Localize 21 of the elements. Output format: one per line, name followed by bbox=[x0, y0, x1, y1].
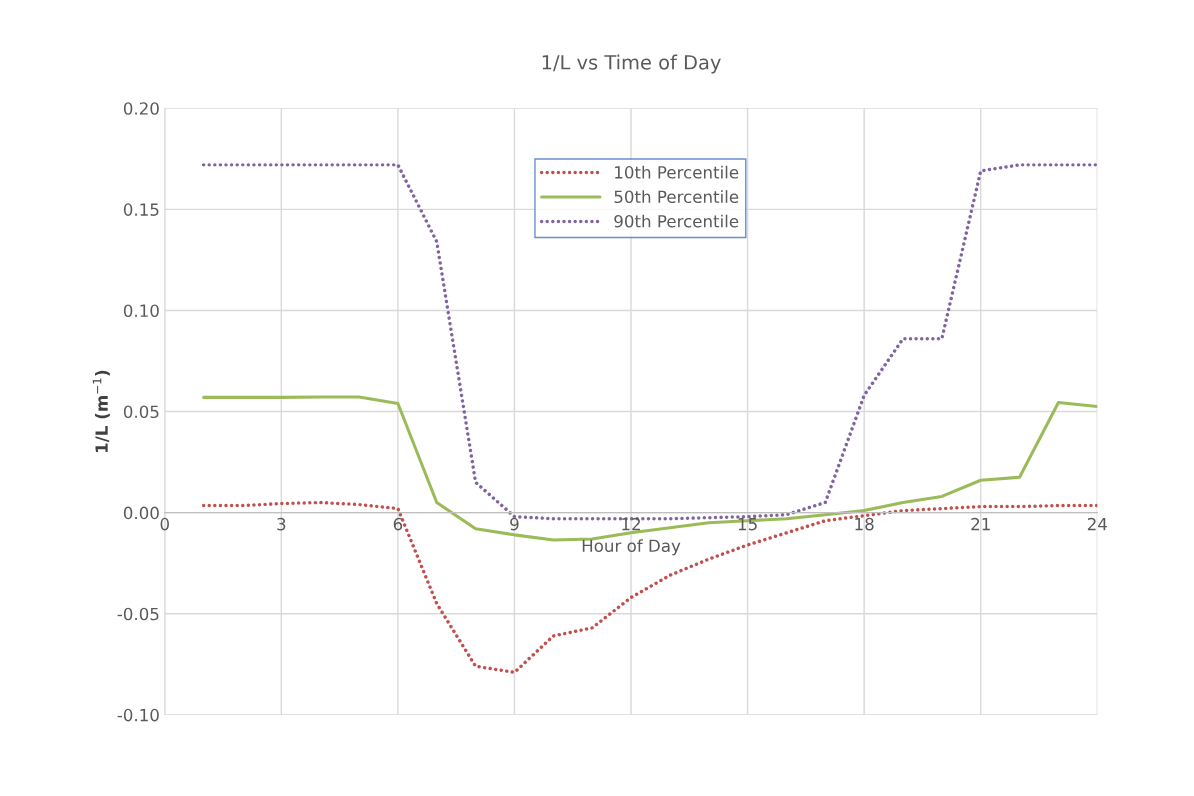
y-tick-label: 0.15 bbox=[123, 203, 159, 216]
y-tick-label: 0.20 bbox=[123, 102, 159, 115]
y-axis-title: 1/L (m$^{−1}$) bbox=[92, 370, 110, 452]
x-tick-label: 0 bbox=[160, 517, 169, 531]
y-tick-label: 0.00 bbox=[123, 506, 159, 520]
x-tick-label: 24 bbox=[1087, 517, 1107, 531]
y-tick-label: -0.10 bbox=[117, 708, 159, 722]
legend-label: 90th Percentile bbox=[614, 214, 739, 228]
y-tick-label: -0.05 bbox=[117, 607, 159, 621]
y-tick-label: 0.05 bbox=[123, 405, 159, 419]
x-tick-label: 12 bbox=[622, 517, 640, 531]
y-tick-label: 0.10 bbox=[123, 304, 159, 318]
x-tick-label: 21 bbox=[971, 517, 990, 531]
x-tick-label: 3 bbox=[277, 517, 286, 531]
legend-label: 10th Percentile bbox=[615, 165, 739, 179]
chart-title: 1/L vs Time of Day bbox=[542, 54, 721, 74]
x-tick-label: 6 bbox=[393, 517, 403, 531]
x-tick-label: 18 bbox=[855, 517, 874, 531]
x-tick-label: 9 bbox=[510, 517, 519, 531]
x-axis-title: Hour of Day bbox=[582, 539, 681, 556]
legend-label: 50th Percentile bbox=[614, 190, 739, 204]
